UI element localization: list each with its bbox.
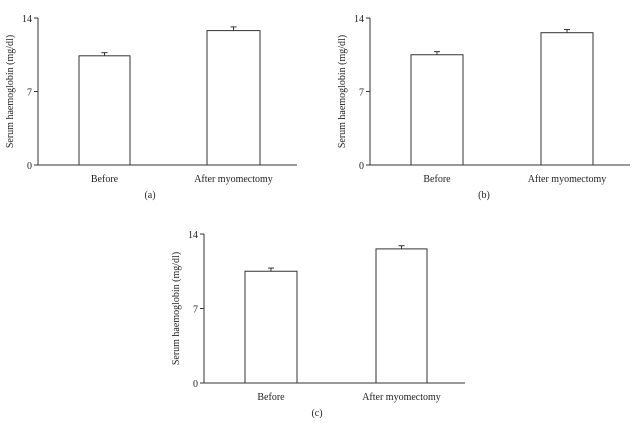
y-tick-label: 0 (27, 161, 32, 172)
x-category-label: Before (423, 174, 451, 185)
x-category-label: After myomectomy (194, 174, 273, 185)
bar-before (78, 55, 131, 166)
panel-label: (a) (144, 190, 155, 201)
y-tick-label: 14 (354, 14, 364, 25)
y-tick-label: 7 (27, 88, 32, 99)
panel-label: (b) (478, 190, 490, 201)
y-tick-label: 0 (193, 379, 198, 390)
x-category-label: After myomectomy (528, 174, 607, 185)
x-category-label: Before (91, 174, 119, 185)
y-tick-label: 7 (193, 305, 198, 316)
chart-panel-a: 0 7 14 Serum haemoglobin (mg/dl) Before After… (5, 14, 297, 201)
panel-label: (c) (311, 408, 322, 419)
x-category-label: Before (257, 392, 285, 403)
bar-before (410, 54, 464, 166)
chart-panel-c: 0 7 14 Serum haemoglobin (mg/dl) Before After… (171, 230, 465, 419)
y-axis-label: Serum haemoglobin (mg/dl) (171, 252, 182, 365)
y-tick-label: 14 (188, 230, 198, 241)
y-tick-label: 7 (359, 88, 364, 99)
chart-panel-b: 0 7 14 Serum haemoglobin (mg/dl) Before After… (337, 14, 630, 201)
y-axis-label: Serum haemoglobin (mg/dl) (337, 35, 348, 148)
y-tick-label: 0 (359, 161, 364, 172)
y-axis-label: Serum haemoglobin (mg/dl) (5, 35, 16, 148)
bar-after (375, 248, 428, 384)
bar-after (206, 30, 261, 166)
y-tick-label: 14 (22, 14, 32, 25)
bar-before (244, 270, 298, 384)
x-category-label: After myomectomy (362, 392, 441, 403)
bar-after (540, 32, 594, 166)
